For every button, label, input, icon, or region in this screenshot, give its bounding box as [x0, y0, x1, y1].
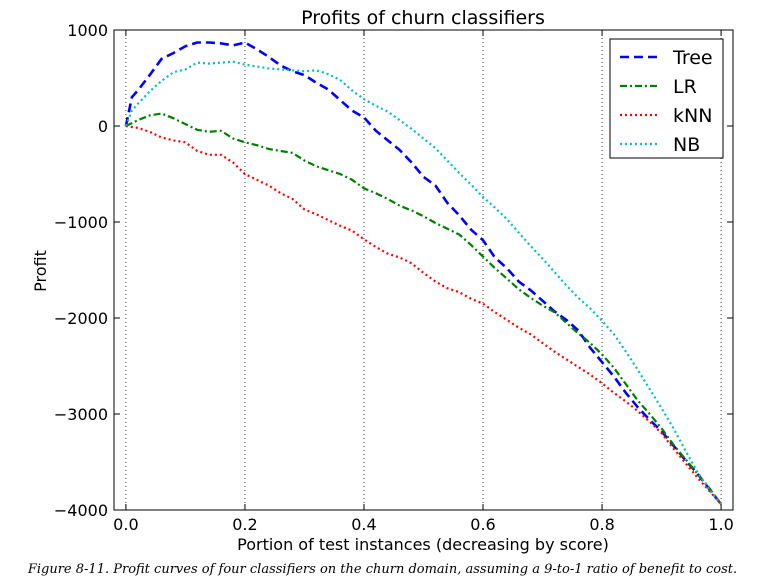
x-axis-label: Portion of test instances (decreasing by… [237, 535, 609, 554]
x-tick-label-3: 0.6 [470, 515, 495, 534]
series-line-nb [124, 60, 722, 505]
legend-label-tree: Tree [672, 47, 713, 69]
x-tick-label-1: 0.2 [232, 515, 257, 534]
legend-box [609, 38, 724, 159]
y-tick-label-3: −2000 [54, 309, 108, 328]
x-tick-label-0: 0.0 [113, 515, 138, 534]
legend: Tree LR kNN NB [609, 38, 724, 159]
legend-label-nb: NB [673, 134, 700, 156]
x-tick-label-2: 0.4 [351, 515, 376, 534]
legend-label-knn: kNN [673, 105, 712, 127]
y-tick-label-5: −4000 [54, 501, 108, 520]
y-axis-label: Profit [31, 250, 50, 292]
series-line-lr [125, 112, 722, 505]
y-tick-label-0: 1000 [67, 21, 108, 40]
figure-caption: Figure 8-11. Profit curves of four class… [27, 562, 738, 577]
y-tick-label-1: 0 [98, 117, 108, 136]
y-tick-label-4: −3000 [54, 405, 108, 424]
profit-chart: 0.0 0.2 0.4 0.6 0.8 1.0 1000 0 −1000 −2000 −3000 −4… [31, 7, 734, 554]
y-tick-label-2: −1000 [54, 213, 108, 232]
axis-ticks: 0.0 0.2 0.4 0.6 0.8 1.0 1000 0 −1000 −2000 −3000 −4… [54, 21, 734, 534]
x-tick-label-5: 1.0 [708, 515, 733, 534]
series-line-tree [124, 41, 723, 505]
legend-label-lr: LR [673, 76, 697, 98]
x-tick-label-4: 0.8 [589, 515, 614, 534]
plot-area-frame [113, 29, 734, 511]
series-line-knn [125, 124, 722, 505]
chart-title: Profits of churn classifiers [301, 7, 545, 29]
series-lines [124, 41, 723, 505]
